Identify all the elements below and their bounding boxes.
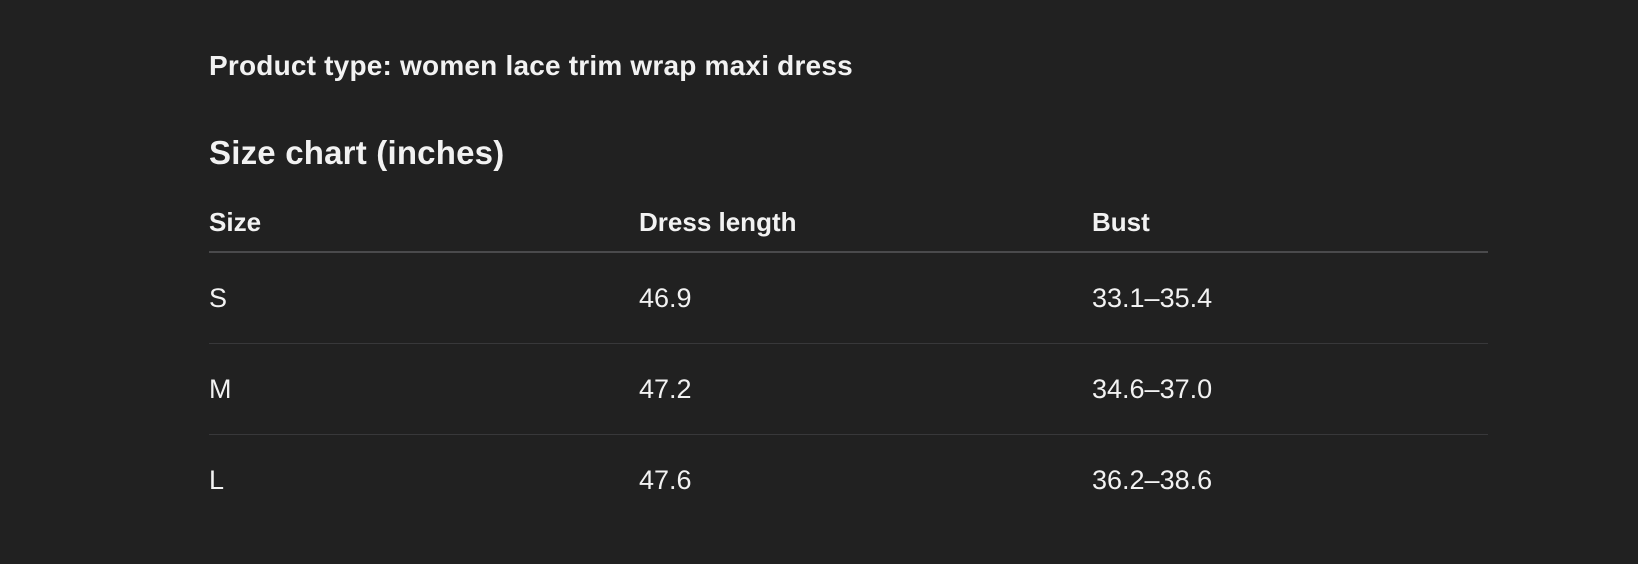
dress-length-cell: 47.6	[639, 464, 692, 495]
bust-cell: 33.1–35.4	[1092, 282, 1213, 313]
size-cell: M	[209, 373, 232, 404]
size-chart-table: Size Dress length Bust S 46.9 33.1–35.4 …	[209, 194, 1488, 525]
table-row: S 46.9 33.1–35.4	[209, 253, 1488, 344]
dress-length-cell: 47.2	[639, 373, 692, 404]
column-header-dress-length: Dress length	[639, 207, 797, 237]
table-row: L 47.6 36.2–38.6	[209, 435, 1488, 525]
product-info-panel: Product type: women lace trim wrap maxi …	[209, 50, 1488, 525]
product-type-line: Product type: women lace trim wrap maxi …	[209, 50, 853, 81]
column-header-bust: Bust	[1092, 207, 1150, 237]
table-row: M 47.2 34.6–37.0	[209, 344, 1488, 435]
column-header-size: Size	[209, 207, 262, 237]
size-cell: S	[209, 282, 228, 313]
bust-cell: 36.2–38.6	[1092, 464, 1213, 495]
size-chart-title: Size chart (inches)	[209, 134, 505, 171]
bust-cell: 34.6–37.0	[1092, 373, 1213, 404]
size-cell: L	[209, 464, 225, 495]
dress-length-cell: 46.9	[639, 282, 692, 313]
table-header-row: Size Dress length Bust	[209, 194, 1488, 253]
